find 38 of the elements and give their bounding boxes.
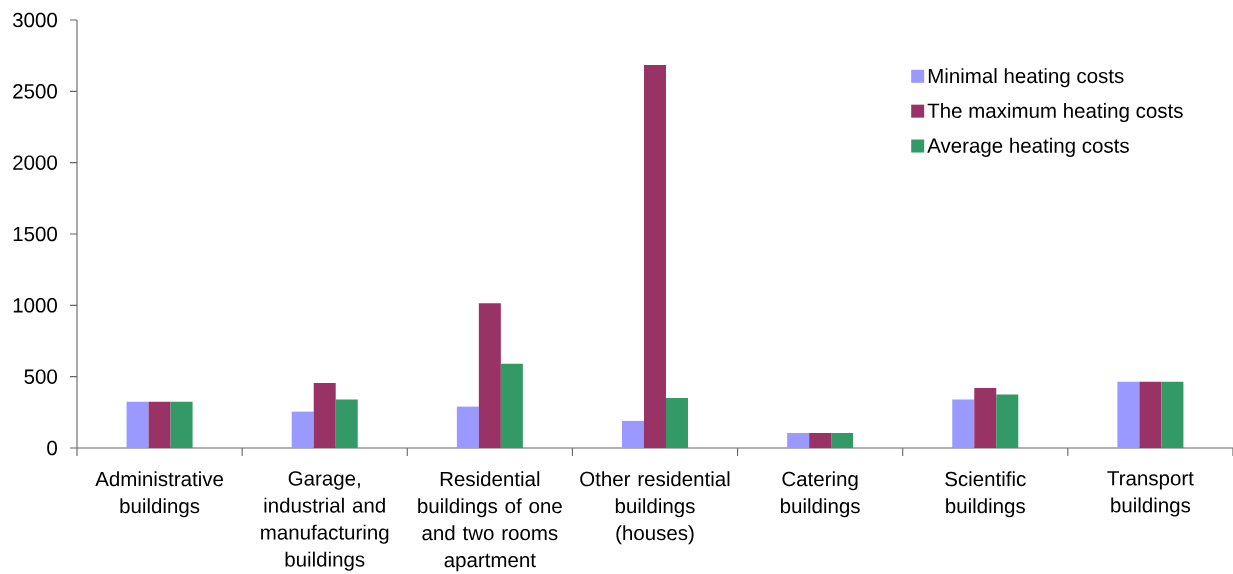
- y-tick-label: 2500: [13, 84, 57, 99]
- bar: [665, 398, 688, 448]
- x-tick-label: Other residential buildings (houses): [580, 471, 730, 545]
- x-tick-label: Administrative buildings: [95, 471, 224, 518]
- bar: [996, 394, 1019, 448]
- bar: [148, 401, 171, 448]
- x-tick-label: Catering buildings: [780, 471, 860, 518]
- legend-label: The maximum heating costs: [927, 102, 1183, 123]
- x-tick-label: Garage, industrial and manufacturing buildings: [261, 471, 389, 571]
- y-tick-label: 2000: [13, 155, 57, 170]
- bar: [974, 388, 997, 448]
- bar: [1139, 381, 1162, 448]
- bar: [335, 399, 358, 448]
- bar: [500, 363, 523, 448]
- bar: [456, 406, 479, 448]
- bar: [621, 420, 644, 448]
- x-tick-label: Scientific buildings: [945, 471, 1026, 518]
- bar: [787, 433, 810, 448]
- bar: [291, 411, 314, 448]
- y-tick-label: 3000: [12, 12, 57, 28]
- bar: [1117, 381, 1140, 448]
- y-tick-label: 1500: [13, 226, 57, 242]
- x-tick-label: Transport buildings: [1107, 471, 1194, 517]
- bar: [1161, 381, 1184, 448]
- x-tick-label: Residential buildings of one and two rooms apartment: [418, 471, 562, 572]
- bar: [126, 401, 149, 448]
- bar: [643, 64, 666, 448]
- bar: [809, 433, 832, 448]
- bar: [170, 401, 193, 448]
- bar: [478, 303, 501, 448]
- bar: [952, 399, 975, 448]
- y-tick-label: 0: [47, 440, 57, 456]
- legend-label: Minimal heating costs: [928, 68, 1124, 88]
- bar: [313, 383, 336, 448]
- y-tick-label: 1000: [13, 298, 57, 313]
- legend-label: Average heating costs: [927, 137, 1129, 157]
- bar: [831, 433, 854, 448]
- y-tick-label: 500: [24, 369, 57, 384]
